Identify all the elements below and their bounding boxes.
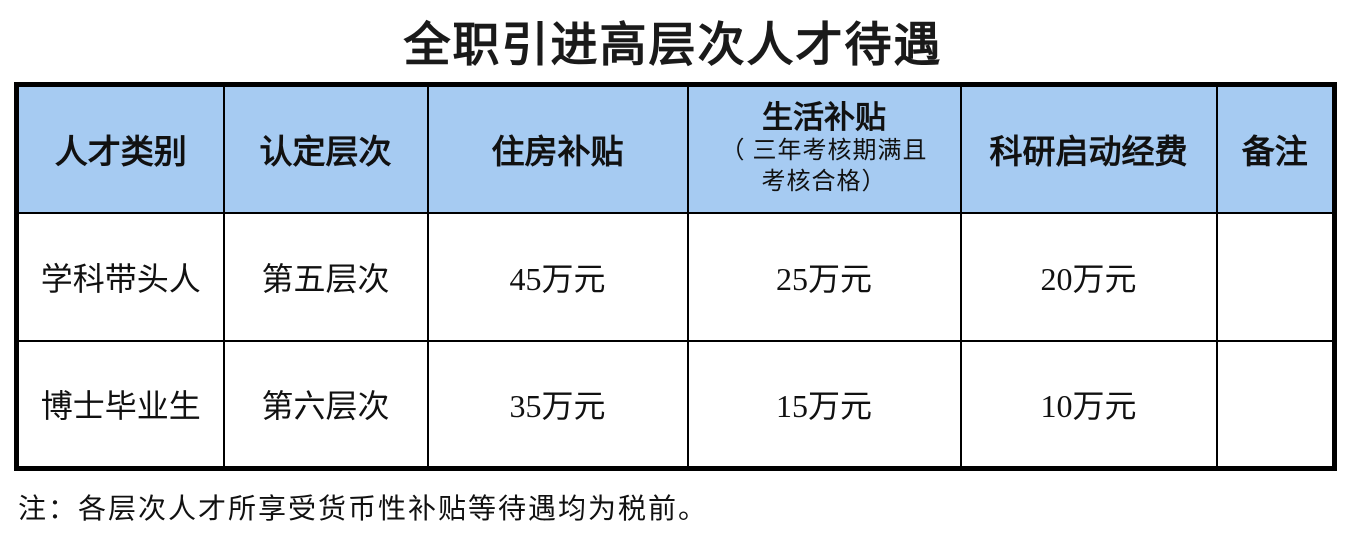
living-subsidy-note-line2: 考核合格）	[761, 169, 887, 196]
page-title: 全职引进高层次人才待遇	[403, 20, 943, 72]
cell-housing-subsidy: 35万元	[426, 339, 689, 470]
living-subsidy-label: 生活补贴	[762, 100, 886, 136]
header-cell-research-startup-fund: 科研启动经费	[959, 83, 1218, 214]
cell-remarks	[1215, 339, 1336, 470]
cell-living-subsidy: 15万元	[686, 339, 962, 470]
benefits-table: 人才类别 认定层次 住房补贴 生活补贴 （ 三年考核期满且 考核合格） 科研启动…	[14, 82, 1337, 471]
header-cell-housing-subsidy: 住房补贴	[426, 83, 689, 214]
cell-research-startup-fund: 10万元	[959, 339, 1218, 470]
cell-recognized-level: 第五层次	[222, 211, 429, 342]
table-row: 博士毕业生 第六层次 35万元 15万元 10万元	[15, 339, 1336, 470]
header-cell-talent-category: 人才类别	[15, 83, 225, 214]
table-row: 学科带头人 第五层次 45万元 25万元 20万元	[15, 211, 1336, 342]
cell-talent-category: 博士毕业生	[15, 339, 225, 470]
table-header-row: 人才类别 认定层次 住房补贴 生活补贴 （ 三年考核期满且 考核合格） 科研启动…	[15, 83, 1336, 214]
living-subsidy-note-line1: （ 三年考核期满且	[720, 137, 928, 164]
header-cell-recognized-level: 认定层次	[222, 83, 429, 214]
cell-research-startup-fund: 20万元	[959, 211, 1218, 342]
cell-recognized-level: 第六层次	[222, 339, 429, 470]
header-cell-living-subsidy: 生活补贴 （ 三年考核期满且 考核合格）	[686, 83, 962, 214]
cell-housing-subsidy: 45万元	[426, 211, 689, 342]
cell-talent-category: 学科带头人	[15, 211, 225, 342]
header-cell-remarks: 备注	[1215, 83, 1336, 214]
cell-living-subsidy: 25万元	[686, 211, 962, 342]
footnote: 注：各层次人才所享受货币性补贴等待遇均为税前。	[18, 494, 709, 525]
cell-remarks	[1215, 211, 1336, 342]
